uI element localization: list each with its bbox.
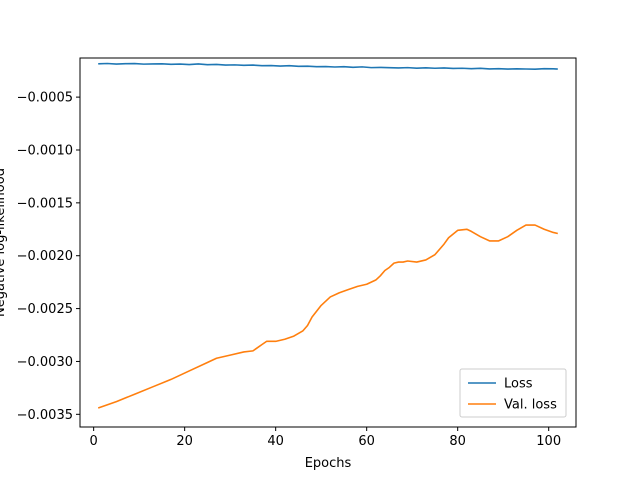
y-axis: −0.0035 −0.0030 −0.0025 −0.0020 −0.0015 −0.00… — [17, 91, 80, 423]
legend-label-1: Val. loss — [504, 398, 557, 413]
y-tick-label: −0.0020 — [17, 249, 73, 264]
x-tick-label: 80 — [449, 434, 466, 449]
series-line-1 — [97, 224, 558, 409]
x-tick-label: 0 — [90, 434, 98, 449]
x-axis-label: Epochs — [305, 456, 352, 471]
x-axis: 0 20 40 60 80 100 — [90, 427, 561, 449]
y-tick-label: −0.0005 — [17, 91, 73, 106]
y-tick-label: −0.0010 — [17, 143, 73, 158]
y-tick-label: −0.0035 — [17, 408, 73, 423]
series-layer — [97, 62, 558, 409]
x-tick-label: 60 — [358, 434, 375, 449]
y-tick-label: −0.0025 — [17, 302, 73, 317]
plot-frame — [79, 57, 577, 428]
legend: Loss Val. loss — [459, 368, 567, 418]
legend-box — [459, 368, 567, 418]
y-axis-label: Negative log-likelihood — [0, 168, 8, 317]
y-tick-label: −0.0015 — [17, 196, 73, 211]
x-tick-label: 20 — [176, 434, 193, 449]
x-tick-label: 40 — [267, 434, 284, 449]
x-tick-label: 100 — [536, 434, 561, 449]
series-line-0 — [98, 62, 558, 71]
legend-label-0: Loss — [504, 377, 533, 392]
y-tick-label: −0.0030 — [17, 355, 73, 370]
